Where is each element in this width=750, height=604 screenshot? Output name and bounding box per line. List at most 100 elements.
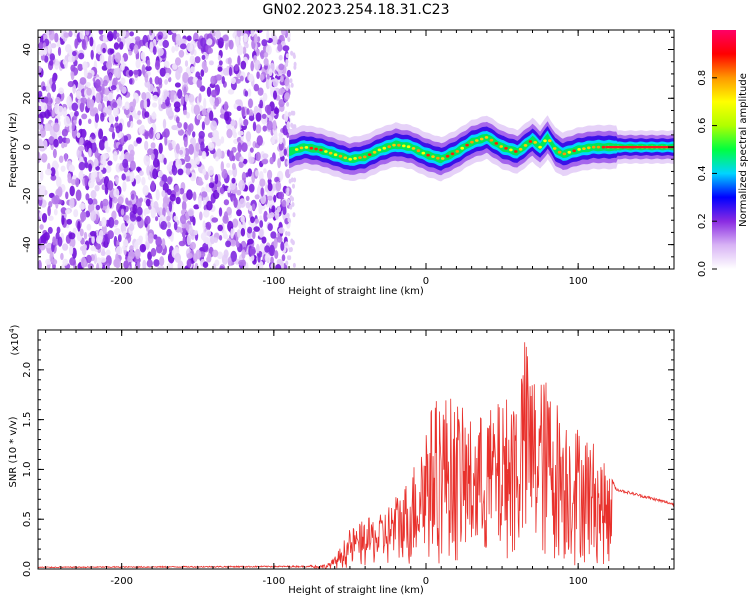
- noise-speck: [79, 102, 85, 113]
- ridge-hotspot: [455, 150, 460, 153]
- noise-speck: [107, 92, 114, 102]
- noise-speck: [50, 174, 57, 181]
- noise-speck: [87, 198, 94, 205]
- noise-speck: [79, 168, 84, 178]
- noise-speck: [234, 63, 239, 72]
- spectrogram-noise-region: [38, 30, 297, 269]
- ridge-hotspot: [572, 149, 576, 153]
- noise-speck: [85, 210, 91, 218]
- noise-speck: [155, 189, 160, 201]
- noise-speck: [230, 77, 236, 85]
- noise-speck: [150, 153, 155, 161]
- noise-speck: [190, 241, 196, 250]
- spectrogram-y-tick-label: -40: [22, 236, 33, 252]
- ridge-hotspot: [465, 143, 469, 147]
- noise-speck: [193, 253, 198, 262]
- noise-speck: [204, 237, 209, 245]
- spectrogram-x-tick-label: -100: [262, 276, 285, 287]
- noise-speck: [249, 147, 254, 153]
- noise-speck: [143, 155, 150, 167]
- noise-speck: [186, 35, 192, 42]
- noise-speck: [260, 187, 264, 197]
- noise-speck: [69, 257, 76, 266]
- noise-speck: [117, 131, 124, 139]
- noise-speck: [43, 139, 48, 150]
- noise-speck: [189, 55, 195, 65]
- noise-speck: [180, 38, 187, 45]
- noise-speck: [129, 31, 134, 37]
- noise-speck: [48, 30, 55, 41]
- noise-speck: [70, 71, 75, 81]
- noise-speck: [252, 203, 256, 210]
- noise-speck: [263, 58, 269, 66]
- noise-speck: [114, 52, 122, 63]
- ridge-hotspot: [314, 147, 318, 151]
- noise-speck: [147, 83, 154, 93]
- noise-speck: [82, 61, 88, 71]
- noise-speck: [264, 253, 271, 263]
- noise-speck: [238, 179, 246, 191]
- noise-speck: [117, 196, 124, 205]
- ridge-hotspot: [470, 140, 474, 144]
- noise-speck: [134, 174, 141, 184]
- noise-speck: [117, 37, 122, 43]
- spectrogram-ridge: [289, 115, 674, 182]
- noise-speck: [227, 89, 235, 95]
- noise-speck: [47, 124, 52, 132]
- noise-speck: [193, 104, 200, 116]
- noise-speck: [109, 48, 115, 54]
- ridge-hotspot: [538, 145, 542, 149]
- ridge-hotspot: [304, 146, 309, 149]
- noise-speck: [86, 254, 92, 264]
- snr-y-tick-label: 1.0: [22, 461, 33, 477]
- noise-speck: [273, 90, 277, 100]
- noise-speck: [108, 72, 113, 81]
- noise-speck: [223, 199, 230, 206]
- noise-speck: [158, 142, 163, 154]
- noise-speck: [122, 239, 129, 247]
- noise-speck: [88, 147, 92, 158]
- noise-speck: [271, 35, 278, 46]
- noise-speck: [81, 244, 87, 256]
- noise-speck: [177, 168, 184, 176]
- noise-speck: [214, 97, 220, 107]
- noise-speck: [98, 128, 104, 140]
- noise-speck: [175, 57, 181, 66]
- noise-speck: [79, 30, 84, 40]
- noise-speck: [236, 229, 241, 238]
- noise-speck: [99, 154, 107, 165]
- noise-speck: [151, 112, 157, 120]
- noise-speck: [229, 181, 236, 191]
- noise-speck: [255, 124, 262, 134]
- noise-speck: [78, 118, 82, 126]
- noise-speck: [116, 84, 120, 93]
- noise-speck: [161, 238, 166, 250]
- noise-speck: [217, 37, 224, 49]
- snr-x-label: Height of straight line (km): [288, 585, 424, 596]
- noise-speck: [150, 247, 157, 257]
- noise-speck: [161, 190, 166, 198]
- snr-x-tick-label: 0: [423, 576, 429, 587]
- noise-speck: [239, 156, 244, 163]
- noise-speck: [117, 234, 122, 243]
- noise-speck: [259, 220, 264, 228]
- noise-speck: [77, 63, 83, 72]
- noise-speck: [278, 99, 285, 108]
- noise-speck: [206, 256, 212, 263]
- noise-speck: [177, 260, 184, 269]
- noise-speck: [238, 161, 244, 168]
- noise-speck: [91, 235, 95, 244]
- ridge-hotspot: [319, 148, 323, 152]
- noise-speck: [198, 93, 202, 103]
- noise-speck: [196, 79, 202, 88]
- noise-speck: [157, 48, 164, 56]
- noise-speck: [89, 109, 97, 117]
- noise-speck: [243, 119, 249, 127]
- noise-speck: [129, 245, 134, 252]
- noise-speck: [58, 155, 64, 163]
- ridge-hotspot: [421, 151, 426, 155]
- ridge-hotspot: [475, 139, 479, 142]
- noise-speck: [105, 165, 112, 174]
- noise-speck: [127, 121, 131, 128]
- noise-speck-edge: [285, 86, 289, 91]
